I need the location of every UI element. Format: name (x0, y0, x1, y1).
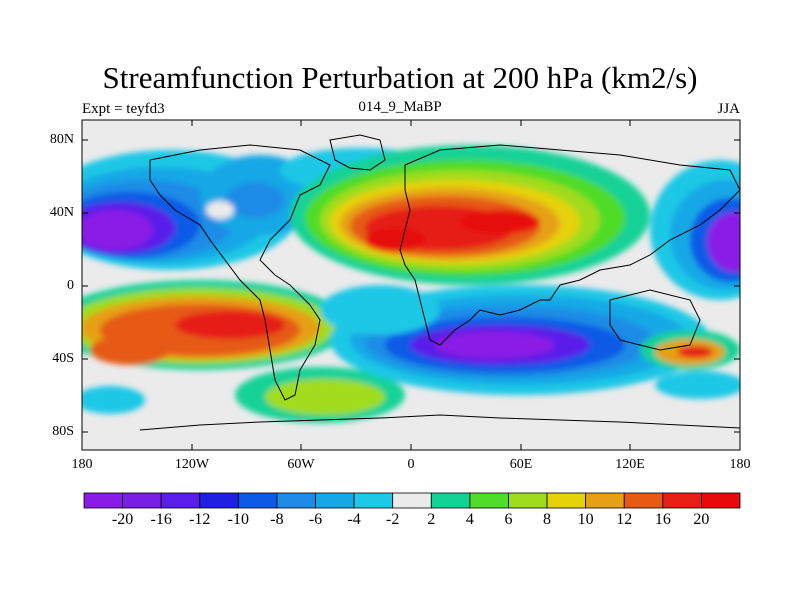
colorbar-swatch (199, 492, 239, 509)
season-label: JJA (717, 101, 740, 117)
lon-label-180e: 180 (729, 457, 751, 472)
colorbar-swatch (83, 492, 123, 509)
colorbar-label: 10 (577, 511, 594, 528)
colorbar-swatch (430, 492, 471, 509)
colorbar-swatch (585, 492, 625, 509)
lon-label-180w: 180 (71, 457, 93, 472)
colorbar-swatch (353, 492, 394, 509)
colorbar-label: -20 (111, 511, 134, 528)
colorbar-swatch (662, 492, 702, 509)
lat-label-80s: 80S (52, 424, 74, 439)
lon-label-60e: 60E (509, 457, 533, 472)
colorbar-swatch (546, 492, 587, 509)
lon-ticks (81, 120, 741, 450)
lat-label-40n: 40N (49, 205, 74, 220)
contour-field (82, 120, 740, 450)
lat-label-40s: 40S (52, 351, 74, 366)
colorbar-label: 20 (693, 511, 710, 528)
colorbar-label: 2 (427, 511, 436, 528)
colorbar-label: 12 (616, 511, 633, 528)
colorbar-label: -10 (227, 511, 249, 528)
experiment-label: Expt = teyfd3 (82, 101, 165, 117)
case-label: 014_9_MaBP (358, 99, 442, 115)
colorbar-label: 16 (654, 511, 671, 528)
colorbar-label: -2 (386, 511, 400, 528)
lat-label-80n: 80N (49, 132, 74, 147)
page-title: Streamfunction Perturbation at 200 hPa (… (102, 60, 698, 95)
colorbar-label: 8 (543, 511, 552, 528)
colorbar (83, 492, 741, 509)
lat-ticks (82, 139, 740, 433)
colorbar-label: 4 (465, 511, 474, 528)
colorbar-swatch (276, 492, 316, 509)
colorbar-label: -12 (189, 511, 211, 528)
coastlines (139, 134, 740, 431)
lon-label-0: 0 (407, 457, 415, 472)
lat-label-0: 0 (67, 278, 74, 293)
lon-label-120e: 120E (615, 457, 645, 472)
colorbar-swatch (701, 492, 741, 509)
colorbar-label: 6 (504, 511, 513, 528)
colorbar-swatch (237, 492, 278, 509)
colorbar-swatch (508, 492, 548, 509)
colorbar-swatch (160, 492, 201, 509)
colorbar-label: -4 (347, 511, 361, 528)
colorbar-label: -8 (270, 511, 284, 528)
colorbar-swatch (392, 492, 432, 509)
lon-label-120w: 120W (174, 457, 210, 472)
colorbar-label: -16 (150, 511, 172, 528)
colorbar-swatch (122, 492, 162, 509)
lon-label-60w: 60W (287, 457, 315, 472)
colorbar-swatch (315, 492, 355, 509)
colorbar-label: -6 (308, 511, 323, 528)
colorbar-swatch (623, 492, 664, 509)
colorbar-swatch (469, 492, 509, 509)
